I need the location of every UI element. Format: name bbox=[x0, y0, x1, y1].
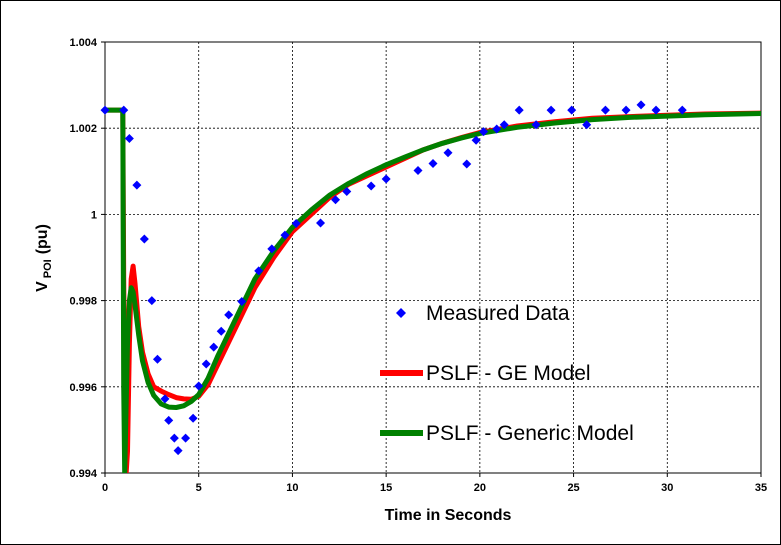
y-tick-label: 0.998 bbox=[69, 296, 97, 308]
measured-data-point bbox=[499, 120, 509, 130]
measured-data-point bbox=[224, 310, 234, 320]
measured-data-point bbox=[181, 433, 191, 443]
measured-data-point bbox=[188, 413, 198, 423]
measured-data-point bbox=[381, 174, 391, 184]
series-lines bbox=[105, 107, 761, 473]
measured-data-point bbox=[600, 105, 610, 115]
measured-data-point bbox=[119, 105, 129, 115]
measured-data-point bbox=[124, 134, 134, 144]
legend-marker-diamond bbox=[396, 308, 406, 318]
measured-data-point bbox=[139, 234, 149, 244]
measured-data-point bbox=[169, 433, 179, 443]
measured-data-point bbox=[636, 100, 646, 110]
measured-data-point bbox=[254, 266, 264, 276]
legend: Measured Data PSLF - GE Model PSLF - Gen… bbox=[380, 302, 634, 445]
measured-data-point bbox=[160, 394, 170, 404]
measured-data-point bbox=[164, 415, 174, 425]
x-tick-label: 15 bbox=[380, 482, 392, 494]
y-tick-label: 1.002 bbox=[69, 123, 97, 135]
measured-data-point bbox=[280, 230, 290, 240]
measured-data-point bbox=[479, 127, 489, 137]
y-tick-label: 0.994 bbox=[69, 468, 97, 480]
measured-data-point bbox=[216, 326, 226, 336]
grid-lines bbox=[105, 42, 761, 473]
measured-data-point bbox=[209, 342, 219, 352]
x-tick-label: 20 bbox=[474, 482, 486, 494]
measured-data-point bbox=[201, 359, 211, 369]
measured-data-point bbox=[621, 105, 631, 115]
x-tick-label: 30 bbox=[661, 482, 673, 494]
measured-data-point bbox=[531, 120, 541, 130]
generic-model-line bbox=[105, 107, 761, 473]
measured-data-point bbox=[194, 381, 204, 391]
measured-data-point bbox=[651, 105, 661, 115]
measured-data-point bbox=[546, 105, 556, 115]
measured-data-point bbox=[152, 354, 162, 364]
y-axis-title-unit: (pu) bbox=[34, 224, 51, 254]
x-tick-label: 5 bbox=[196, 482, 202, 494]
measured-data-point bbox=[331, 195, 341, 205]
measured-markers bbox=[100, 100, 687, 456]
plot-area bbox=[104, 41, 762, 474]
measured-data-point bbox=[237, 296, 247, 306]
measured-data-point bbox=[428, 159, 438, 169]
y-axis-title-sub: POI bbox=[42, 259, 54, 278]
measured-data-point bbox=[677, 105, 687, 115]
measured-data-point bbox=[132, 180, 142, 190]
legend-item-measured: Measured Data bbox=[396, 302, 570, 325]
legend-label-generic: PSLF - Generic Model bbox=[426, 422, 634, 445]
legend-label-ge: PSLF - GE Model bbox=[426, 362, 591, 385]
measured-data-point bbox=[100, 105, 110, 115]
measured-data-point bbox=[366, 181, 376, 191]
svg-text:VPOI(pu): V POI (pu) bbox=[34, 224, 54, 292]
x-tick-label: 10 bbox=[286, 482, 298, 494]
x-tick-label: 0 bbox=[102, 482, 108, 494]
legend-item-ge: PSLF - GE Model bbox=[380, 362, 591, 385]
measured-data-point bbox=[342, 187, 352, 197]
measured-data-point bbox=[147, 296, 157, 306]
y-tick-label: 1 bbox=[91, 209, 97, 221]
y-tick-label: 1.004 bbox=[69, 37, 97, 49]
x-tick-label: 25 bbox=[567, 482, 579, 494]
measured-data-point bbox=[567, 105, 577, 115]
measured-data-point bbox=[173, 446, 183, 456]
x-tick-labels: 0 5 10 15 20 25 30 35 bbox=[102, 473, 767, 494]
y-tick-labels: 0.994 0.996 0.998 1 1.002 1.004 bbox=[69, 37, 105, 480]
y-axis-title-main: V bbox=[34, 281, 51, 292]
measured-data-point bbox=[492, 124, 502, 134]
y-axis-title: V POI (pu) bbox=[34, 224, 54, 292]
legend-label-measured: Measured Data bbox=[426, 302, 570, 325]
measured-data-point bbox=[443, 148, 453, 158]
measured-data-point bbox=[462, 159, 472, 169]
measured-data-point bbox=[291, 218, 301, 228]
x-axis-title: Time in Seconds bbox=[385, 507, 512, 524]
measured-data-point bbox=[514, 105, 524, 115]
legend-item-generic: PSLF - Generic Model bbox=[380, 422, 634, 445]
y-tick-label: 0.996 bbox=[69, 382, 97, 394]
measured-data-point bbox=[582, 120, 592, 130]
measured-data-point bbox=[316, 218, 326, 228]
measured-data-point bbox=[471, 135, 481, 145]
measured-data-point bbox=[267, 244, 277, 254]
x-tick-label: 35 bbox=[755, 482, 767, 494]
measured-data-point bbox=[413, 165, 423, 175]
